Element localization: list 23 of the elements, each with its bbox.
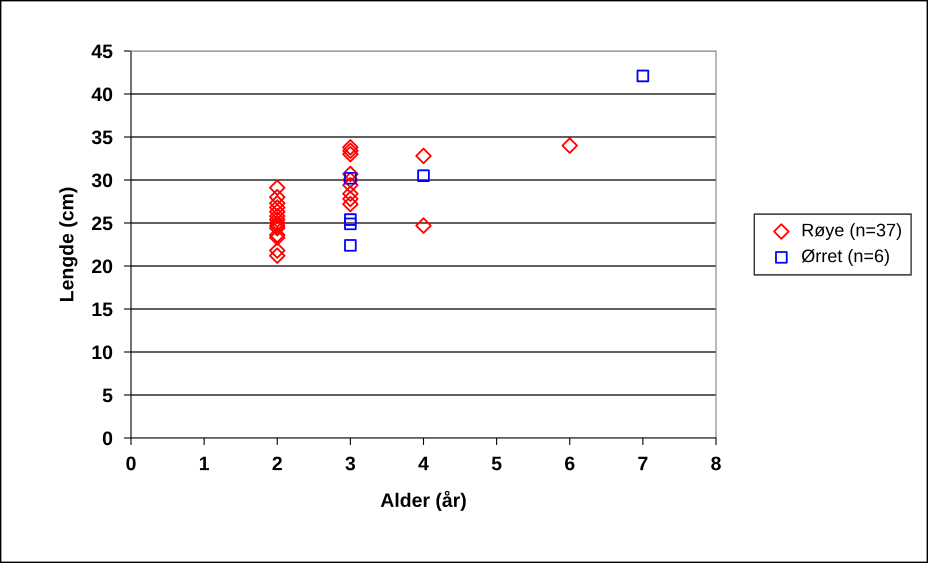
- y-tick-label: 15: [92, 302, 112, 316]
- x-axis-title: Alder (år): [380, 490, 466, 511]
- y-tick-label: 35: [92, 130, 112, 144]
- y-tick-label: 45: [92, 44, 112, 58]
- x-tick-label: 0: [126, 456, 136, 470]
- legend-label: Røye (n=37): [802, 223, 901, 240]
- legend-label: Ørret (n=6): [802, 249, 889, 266]
- x-tick-label: 7: [638, 456, 648, 470]
- x-tick-label: 2: [272, 456, 282, 470]
- x-tick-label: 1: [200, 456, 209, 470]
- x-tick-label: 5: [492, 456, 502, 470]
- y-tick-label: 25: [92, 216, 112, 230]
- x-tick-label: 4: [418, 456, 429, 470]
- y-tick-label: 20: [92, 259, 112, 274]
- x-tick-label: 3: [345, 456, 356, 470]
- x-tick-label: 8: [711, 456, 721, 470]
- x-tick-label: 6: [565, 456, 574, 470]
- y-tick-label: 5: [102, 388, 112, 402]
- y-tick-label: 0: [102, 431, 112, 446]
- y-tick-label: 30: [92, 173, 112, 188]
- y-tick-label: 10: [92, 345, 112, 360]
- y-axis-title: Lengde (cm): [59, 188, 78, 301]
- y-tick-label: 40: [92, 87, 112, 102]
